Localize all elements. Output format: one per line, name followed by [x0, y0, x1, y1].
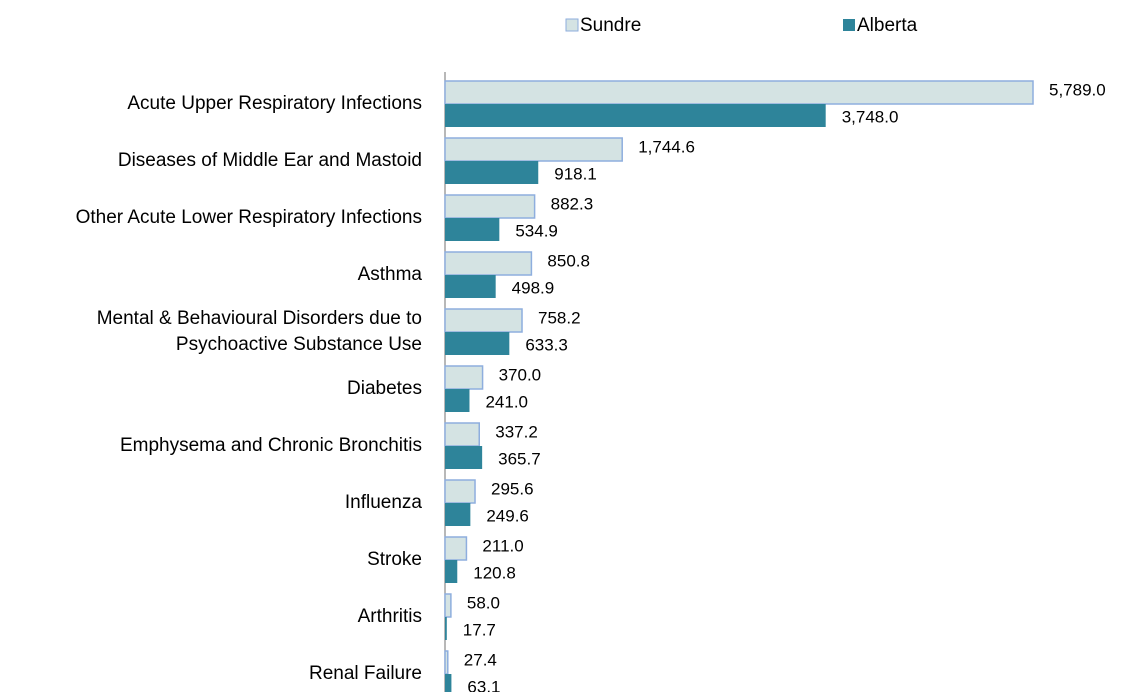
- bar: [445, 617, 447, 640]
- value-label: 295.6: [491, 479, 534, 498]
- legend-label: Alberta: [857, 15, 918, 36]
- bar: [445, 560, 458, 583]
- bar: [444, 593, 452, 618]
- value-label: 3,748.0: [842, 107, 899, 126]
- bar: [444, 479, 476, 504]
- bar: [445, 332, 510, 355]
- category-label: Mental & Behavioural Disorders due to Ps…: [96, 308, 422, 355]
- bar: [445, 104, 826, 127]
- value-label: 534.9: [515, 221, 558, 240]
- value-label: 882.3: [551, 194, 594, 213]
- value-label: 211.0: [482, 536, 523, 555]
- category-label: Arthritis: [357, 606, 422, 627]
- value-label: 58.0: [467, 593, 500, 612]
- bar: [445, 389, 470, 412]
- category-label: Asthma: [357, 264, 422, 285]
- category-label: Diseases of Middle Ear and Mastoid: [117, 150, 422, 171]
- bar: [445, 503, 471, 526]
- legend-swatch: [565, 18, 579, 32]
- value-label: 850.8: [547, 251, 590, 270]
- bar: [444, 80, 1034, 105]
- value-label: 17.7: [463, 620, 496, 639]
- bar: [444, 650, 449, 675]
- category-label: Other Acute Lower Respiratory Infections: [75, 207, 422, 228]
- category-label: Influenza: [344, 492, 422, 513]
- legend-label: Sundre: [580, 15, 641, 36]
- value-label: 633.3: [525, 335, 568, 354]
- category-label: Diabetes: [347, 378, 422, 399]
- value-label: 5,789.0: [1049, 80, 1106, 99]
- value-label: 27.4: [464, 650, 497, 669]
- bar: [445, 161, 539, 184]
- category-label: Renal Failure: [309, 663, 422, 684]
- value-label: 498.9: [512, 278, 555, 297]
- value-label: 918.1: [554, 164, 597, 183]
- bar: [444, 251, 533, 276]
- value-label: 370.0: [499, 365, 542, 384]
- bar: [444, 422, 481, 447]
- value-label: 365.7: [498, 449, 541, 468]
- bar: [444, 137, 623, 162]
- bar: [445, 674, 452, 692]
- bar: [445, 275, 496, 298]
- legend-swatch: [843, 19, 855, 31]
- bar: [444, 194, 536, 219]
- value-label: 63.1: [467, 677, 500, 692]
- bar: [445, 218, 500, 241]
- value-label: 241.0: [485, 392, 528, 411]
- bar: [444, 308, 523, 333]
- value-label: 1,744.6: [638, 137, 695, 156]
- bar: [445, 446, 483, 469]
- category-label: Acute Upper Respiratory Infections: [127, 93, 422, 114]
- category-label: Emphysema and Chronic Bronchitis: [119, 435, 422, 456]
- value-label: 120.8: [473, 563, 516, 582]
- bar: [444, 365, 484, 390]
- value-label: 337.2: [495, 422, 538, 441]
- value-label: 249.6: [486, 506, 529, 525]
- bar: [444, 536, 468, 561]
- category-label: Stroke: [367, 549, 422, 570]
- value-label: 758.2: [538, 308, 581, 327]
